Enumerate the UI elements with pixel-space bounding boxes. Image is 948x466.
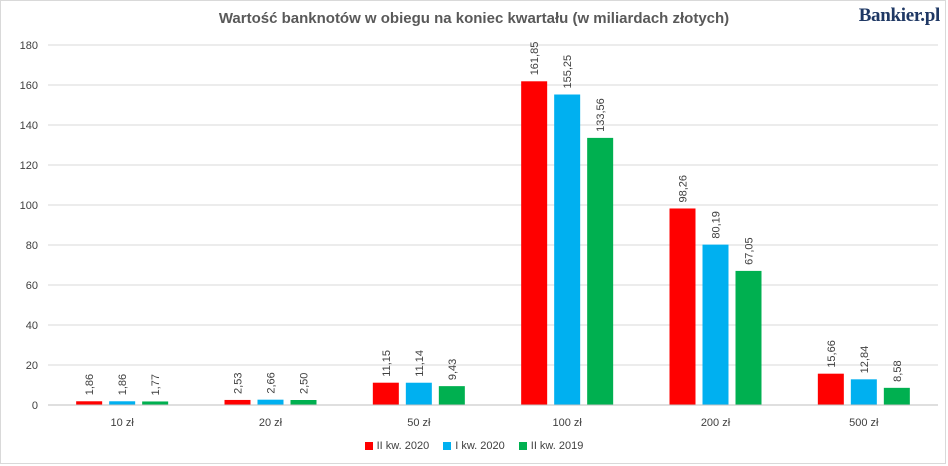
bar-ii-kw-2019-200-z	[735, 270, 762, 405]
legend-label: II kw. 2020	[376, 440, 430, 452]
x-category-label: 10 zł	[111, 417, 135, 429]
data-label: 98,26	[678, 175, 690, 203]
bar-ii-kw-2019-20-z	[290, 400, 317, 405]
legend-swatch	[443, 442, 452, 451]
y-tick-label: 40	[26, 320, 38, 332]
y-tick-label: 120	[20, 160, 38, 172]
data-label: 12,84	[859, 346, 871, 374]
data-label: 11,14	[414, 350, 426, 377]
data-label: 8,58	[892, 360, 904, 381]
y-tick-label: 180	[20, 40, 38, 52]
y-tick-label: 100	[20, 200, 38, 212]
y-tick-label: 0	[32, 400, 38, 412]
bar-i-kw-2020-10-z	[109, 401, 136, 405]
y-tick-label: 160	[20, 80, 38, 92]
legend: II kw. 2020 I kw. 2020 II kw. 2019	[0, 440, 948, 452]
brand-logo: Bankier.pl	[858, 5, 941, 26]
data-label: 2,50	[299, 373, 311, 394]
data-label: 67,05	[744, 237, 756, 265]
bar-i-kw-2020-20-z	[257, 399, 284, 405]
data-label: 15,66	[826, 340, 838, 368]
data-label: 2,66	[266, 372, 278, 393]
bar-ii-kw-2019-100-z	[587, 137, 614, 405]
legend-swatch	[518, 442, 527, 451]
x-axis-categories: 10 zł 20 zł 50 zł 100 zł 200 zł 500 zł	[111, 417, 880, 429]
bar-ii-kw-2019-10-z	[142, 401, 169, 405]
data-label: 9,43	[447, 359, 459, 380]
legend-label: II kw. 2019	[530, 440, 584, 452]
x-category-label: 500 zł	[849, 417, 879, 429]
bar-ii-kw-2020-50-z	[372, 382, 399, 405]
chart-title: Wartość banknotów w obiegu na koniec kwa…	[218, 10, 730, 27]
data-labels: 1,86 1,86 1,77 2,53 2,66 2,50 11,15 11,14 9,43 16…	[84, 42, 904, 396]
legend-item-ii-kw-2020: II kw. 2020	[364, 440, 430, 452]
data-label: 155,25	[562, 55, 574, 89]
x-category-label: 20 zł	[259, 417, 283, 429]
data-label: 133,56	[595, 98, 607, 132]
data-label: 161,85	[529, 42, 541, 76]
legend-label: I kw. 2020	[455, 440, 505, 452]
bars	[76, 81, 910, 406]
bar-i-kw-2020-100-z	[554, 94, 581, 405]
bar-ii-kw-2020-100-z	[521, 81, 548, 406]
data-label: 1,77	[150, 374, 162, 395]
data-label: 1,86	[84, 374, 96, 395]
bar-ii-kw-2020-10-z	[76, 401, 103, 405]
y-tick-label: 20	[26, 360, 38, 372]
bar-i-kw-2020-200-z	[702, 244, 729, 405]
grid-lines	[48, 44, 938, 366]
bar-ii-kw-2019-50-z	[438, 386, 465, 405]
data-label: 11,15	[381, 350, 393, 377]
bar-ii-kw-2020-500-z	[817, 373, 844, 405]
bar-ii-kw-2019-500-z	[883, 387, 910, 405]
y-axis-ticks: 0 20 40 60 80 100 120 140 160 180	[20, 40, 38, 412]
bar-ii-kw-2020-200-z	[669, 208, 696, 405]
legend-item-ii-kw-2019: II kw. 2019	[518, 440, 584, 452]
bar-i-kw-2020-500-z	[850, 379, 877, 405]
y-tick-label: 60	[26, 280, 38, 292]
y-tick-label: 140	[20, 120, 38, 132]
bar-i-kw-2020-50-z	[405, 382, 432, 405]
bar-ii-kw-2020-20-z	[224, 399, 251, 405]
y-tick-label: 80	[26, 240, 38, 252]
legend-item-i-kw-2020: I kw. 2020	[443, 440, 505, 452]
x-category-label: 50 zł	[407, 417, 431, 429]
x-category-label: 200 zł	[701, 417, 731, 429]
data-label: 1,86	[117, 374, 129, 395]
data-label: 2,53	[233, 373, 245, 394]
legend-swatch	[364, 442, 373, 451]
x-category-label: 100 zł	[552, 417, 582, 429]
data-label: 80,19	[711, 211, 723, 239]
